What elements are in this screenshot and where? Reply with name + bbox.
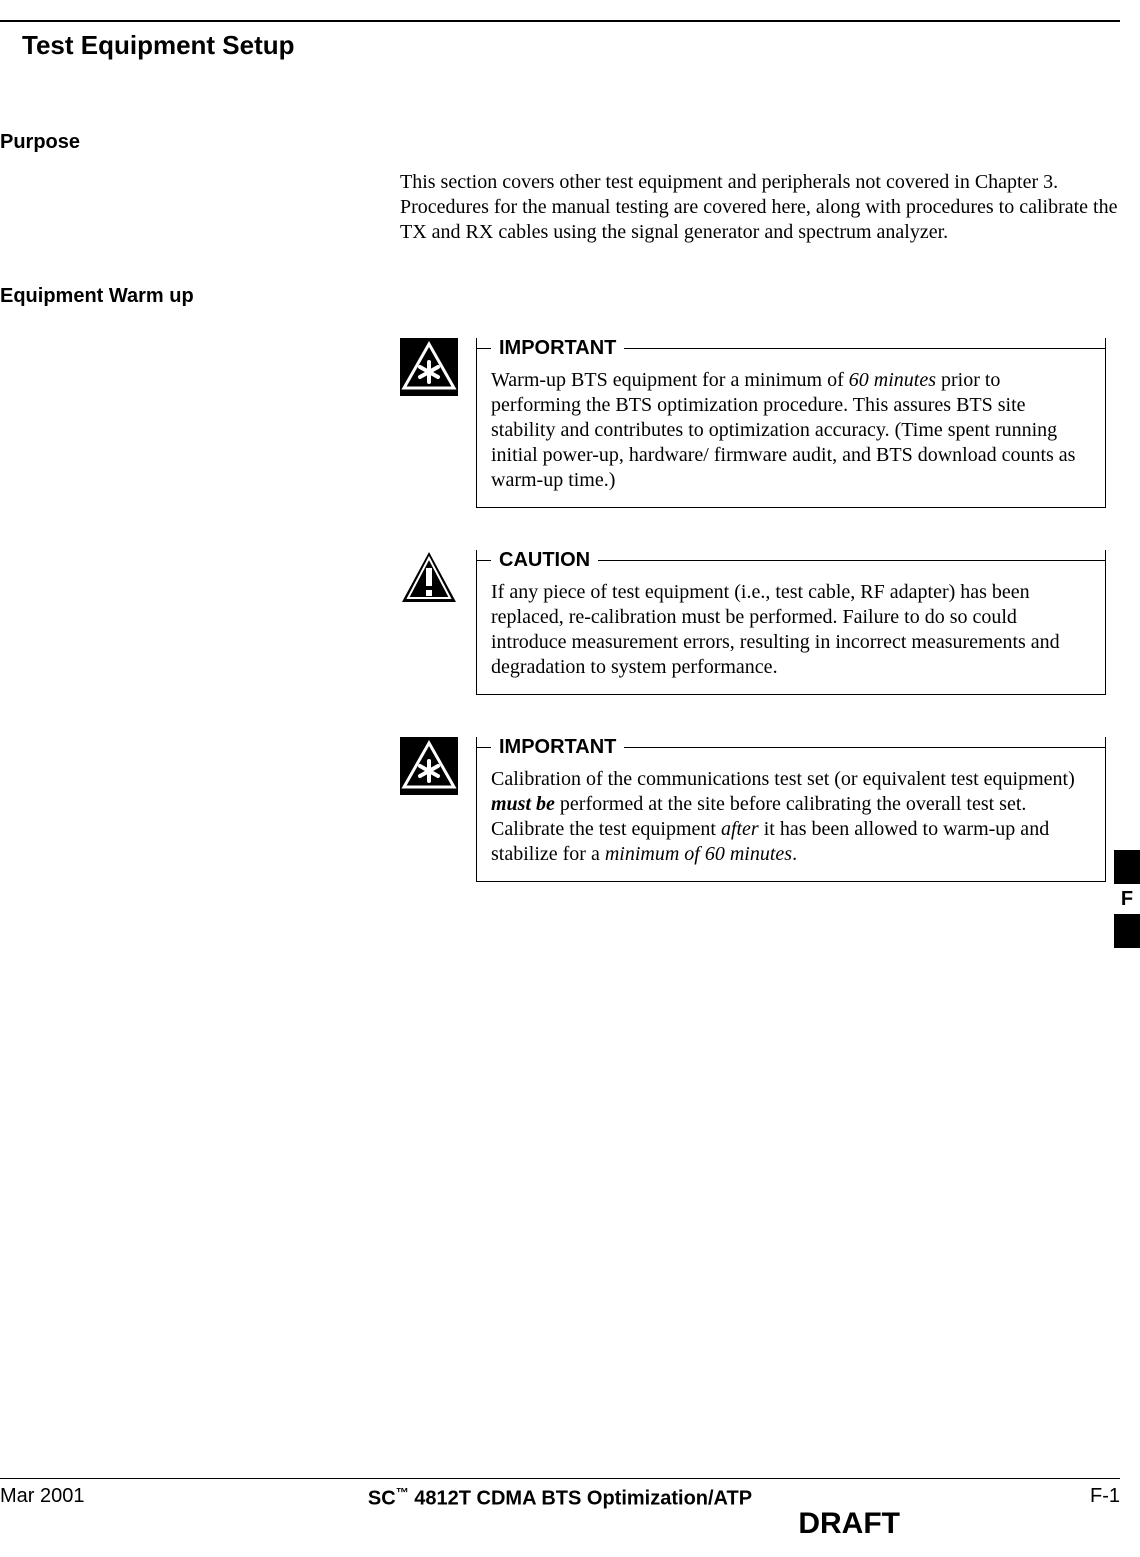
notice-body: Warm-up BTS equipment for a minimum of 6… <box>491 368 1091 493</box>
asterisk-triangle-icon <box>400 338 458 396</box>
notice-caution: CAUTION If any piece of test equipment (… <box>400 550 1140 695</box>
top-rule <box>0 20 1120 22</box>
side-tab-label: F <box>1114 884 1140 914</box>
notice-important-1: IMPORTANT Warm-up BTS equipment for a mi… <box>400 338 1140 508</box>
side-tab-block-bottom <box>1114 914 1140 948</box>
bold-italic: must be <box>491 793 555 815</box>
notice-box: CAUTION If any piece of test equipment (… <box>476 550 1106 695</box>
footer-date: Mar 2001 <box>0 1485 260 1508</box>
notice-label: IMPORTANT <box>491 338 624 358</box>
purpose-text: This section covers other test equipment… <box>400 170 1120 245</box>
text: 4812T CDMA BTS Optimization/ATP <box>414 1488 752 1510</box>
trademark: ™ <box>396 1485 409 1500</box>
text: Warm-up BTS equipment for a minimum of <box>491 369 849 391</box>
draft-watermark: DRAFT <box>0 1507 900 1541</box>
side-tab: F <box>1114 850 1140 948</box>
emphasis: minimum of 60 minutes <box>605 843 792 865</box>
footer-page-num: F-1 <box>860 1485 1120 1508</box>
notice-box: IMPORTANT Calibration of the communicati… <box>476 737 1106 882</box>
page-footer: Mar 2001 SC™ 4812T CDMA BTS Optimization… <box>0 1478 1140 1541</box>
notice-label: IMPORTANT <box>491 737 624 757</box>
footer-rule <box>0 1478 1120 1479</box>
emphasis: after <box>721 818 759 840</box>
notice-box: IMPORTANT Warm-up BTS equipment for a mi… <box>476 338 1106 508</box>
asterisk-triangle-icon <box>400 737 458 795</box>
exclaim-triangle-icon <box>400 550 458 608</box>
side-tab-block-top <box>1114 850 1140 884</box>
text: Calibration of the communications test s… <box>491 768 1075 790</box>
text: SC <box>368 1488 396 1510</box>
notice-body: Calibration of the communications test s… <box>491 767 1091 867</box>
footer-doc-title: SC™ 4812T CDMA BTS Optimization/ATP <box>260 1485 860 1511</box>
notice-label: CAUTION <box>491 550 598 570</box>
section-heading-warmup: Equipment Warm up <box>0 285 1140 308</box>
text: . <box>792 843 797 865</box>
page-title: Test Equipment Setup <box>22 30 1140 61</box>
notice-important-2: IMPORTANT Calibration of the communicati… <box>400 737 1140 882</box>
notice-body: If any piece of test equipment (i.e., te… <box>491 580 1091 680</box>
section-heading-purpose: Purpose <box>0 131 1140 154</box>
emphasis: 60 minutes <box>849 369 936 391</box>
